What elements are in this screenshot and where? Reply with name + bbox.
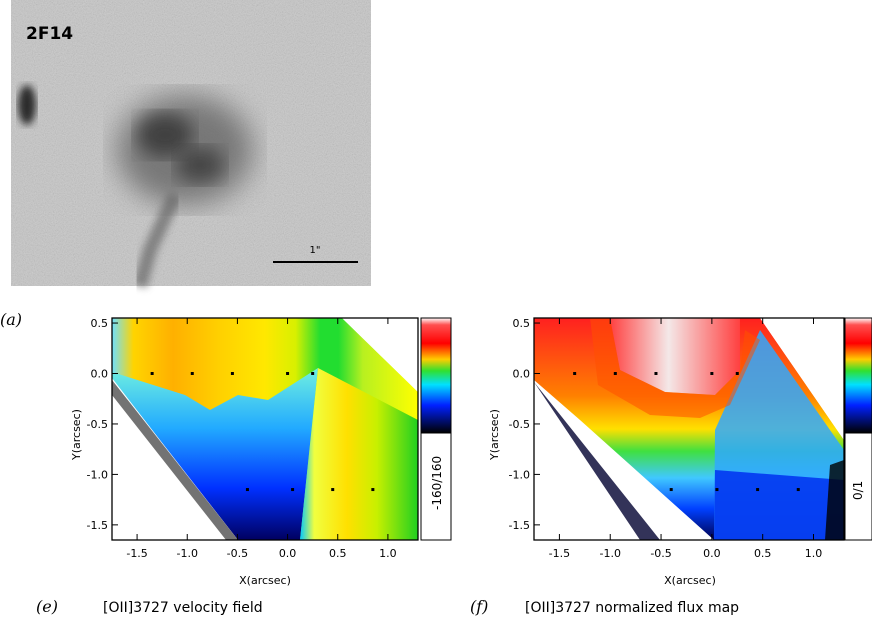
flux-fiber-marker [796, 488, 800, 492]
velocity-ytick-label: 0.5 [91, 317, 109, 330]
flux-panel-letter: (f) [470, 597, 488, 616]
panel-a-label: (a) [0, 310, 22, 329]
flux-mask-left [534, 382, 640, 540]
velocity-xtick-label: -1.0 [177, 547, 198, 560]
velocity-xtick-label: 0.5 [329, 547, 347, 560]
velocity-caption: [OII]3727 velocity field [103, 600, 263, 616]
flux-fiber-marker [654, 372, 658, 375]
velocity-mask-right [342, 318, 418, 392]
flux-ytick-label: 0.5 [513, 317, 531, 330]
flux-caption: [OII]3727 normalized flux map [525, 600, 739, 616]
flux-ytick-label: -0.5 [509, 418, 530, 431]
flux-xtick-label: -1.0 [599, 547, 620, 560]
flux-xtick-label: 0.0 [703, 547, 721, 560]
velocity-ytick-label: -1.0 [87, 468, 108, 481]
velocity-fiber-marker [245, 488, 249, 492]
velocity-map-image [112, 318, 418, 540]
flux-ylabel: Y(arcsec) [488, 409, 501, 461]
flux-ytick-label: -1.5 [509, 519, 530, 532]
scale-bar-label: 1" [310, 245, 321, 256]
flux-edge-dark [534, 382, 660, 540]
flux-fiber-marker [613, 372, 617, 375]
flux-fiber-markers [573, 372, 800, 492]
flux-fiber-marker [669, 488, 673, 492]
velocity-ytick-label: -0.5 [87, 418, 108, 431]
flux-edge-right [825, 460, 844, 540]
velocity-region-right [300, 368, 418, 540]
flux-fiber-marker [710, 372, 714, 375]
flux-xtick-label: 0.5 [754, 547, 772, 560]
companion-object [18, 85, 36, 125]
velocity-panel-letter: (e) [36, 597, 58, 616]
flux-colorbar-label-box [844, 432, 872, 541]
flux-fiber-marker [735, 372, 739, 375]
velocity-colorbar-label-box [420, 432, 452, 541]
flux-mask-right [760, 318, 844, 440]
flux-ytick-label: 0.0 [513, 368, 531, 381]
flux-xtick-label: -1.5 [549, 547, 570, 560]
flux-xtick-label: -0.5 [650, 547, 671, 560]
flux-ytick-label: -1.0 [509, 468, 530, 481]
flux-region-right-deep [714, 470, 844, 540]
velocity-fiber-marker [311, 372, 315, 375]
velocity-ytick-label: 0.0 [91, 368, 109, 381]
velocity-ticks: -1.5 -1.0 -0.5 0.0 0.5 1.0 0.5 0.0 -0.5 -1.0 -1.5 [87, 317, 397, 560]
velocity-xlabel: X(arcsec) [239, 574, 291, 587]
velocity-field-panel: -1.5 -1.0 -0.5 0.0 0.5 1.0 0.5 0.0 -0.5 -1.0-1.5 … [36, 317, 452, 616]
velocity-fiber-marker [371, 488, 375, 492]
velocity-colorbar-range: -160/160 [430, 456, 444, 510]
flux-orange-band [590, 318, 760, 418]
velocity-fiber-marker [190, 372, 194, 375]
galaxy-tail [133, 192, 182, 288]
velocity-fiber-marker [230, 372, 234, 375]
velocity-edge-dark [112, 380, 238, 540]
flux-fiber-marker [715, 488, 719, 492]
velocity-xtick-label: 1.0 [379, 547, 397, 560]
velocity-region-lower [112, 368, 318, 540]
velocity-fiber-marker [286, 372, 290, 375]
velocity-colorbar [420, 317, 452, 434]
velocity-axes-frame [111, 317, 419, 541]
velocity-ytick-label: -1.5 [87, 519, 108, 532]
velocity-ylabel: Y(arcsec) [70, 409, 83, 461]
velocity-fiber-marker [150, 372, 154, 375]
flux-map-panel: -1.5 -1.0 -0.5 0.0 0.5 1.0 0.5 0.0 -0.5 -1.0-1.5 … [470, 317, 872, 616]
velocity-fiber-marker [291, 488, 295, 492]
flux-axes-frame [533, 317, 845, 541]
velocity-xtick-label: -1.5 [126, 547, 147, 560]
flux-xtick-label: 1.0 [805, 547, 823, 560]
flux-colorbar-range: 0/1 [851, 481, 865, 500]
flux-fiber-marker [573, 372, 577, 375]
velocity-xtick-label: -0.5 [227, 547, 248, 560]
galaxy-knot-1 [137, 113, 193, 157]
galaxy-image-panel: 2F14 1" [11, 0, 371, 288]
flux-ticks: -1.5 -1.0 -0.5 0.0 0.5 1.0 0.5 0.0 -0.5 -1.0 -1.5 [509, 317, 823, 560]
velocity-fiber-markers [150, 372, 375, 492]
flux-colorbar [844, 317, 872, 434]
flux-core [610, 318, 740, 395]
flux-xlabel: X(arcsec) [664, 574, 716, 587]
velocity-fiber-marker [331, 488, 335, 492]
galaxy-knot-2 [176, 147, 224, 183]
velocity-xtick-label: 0.0 [279, 547, 297, 560]
image-label: 2F14 [26, 24, 73, 44]
flux-fiber-marker [756, 488, 760, 492]
flux-map-image [534, 318, 844, 540]
